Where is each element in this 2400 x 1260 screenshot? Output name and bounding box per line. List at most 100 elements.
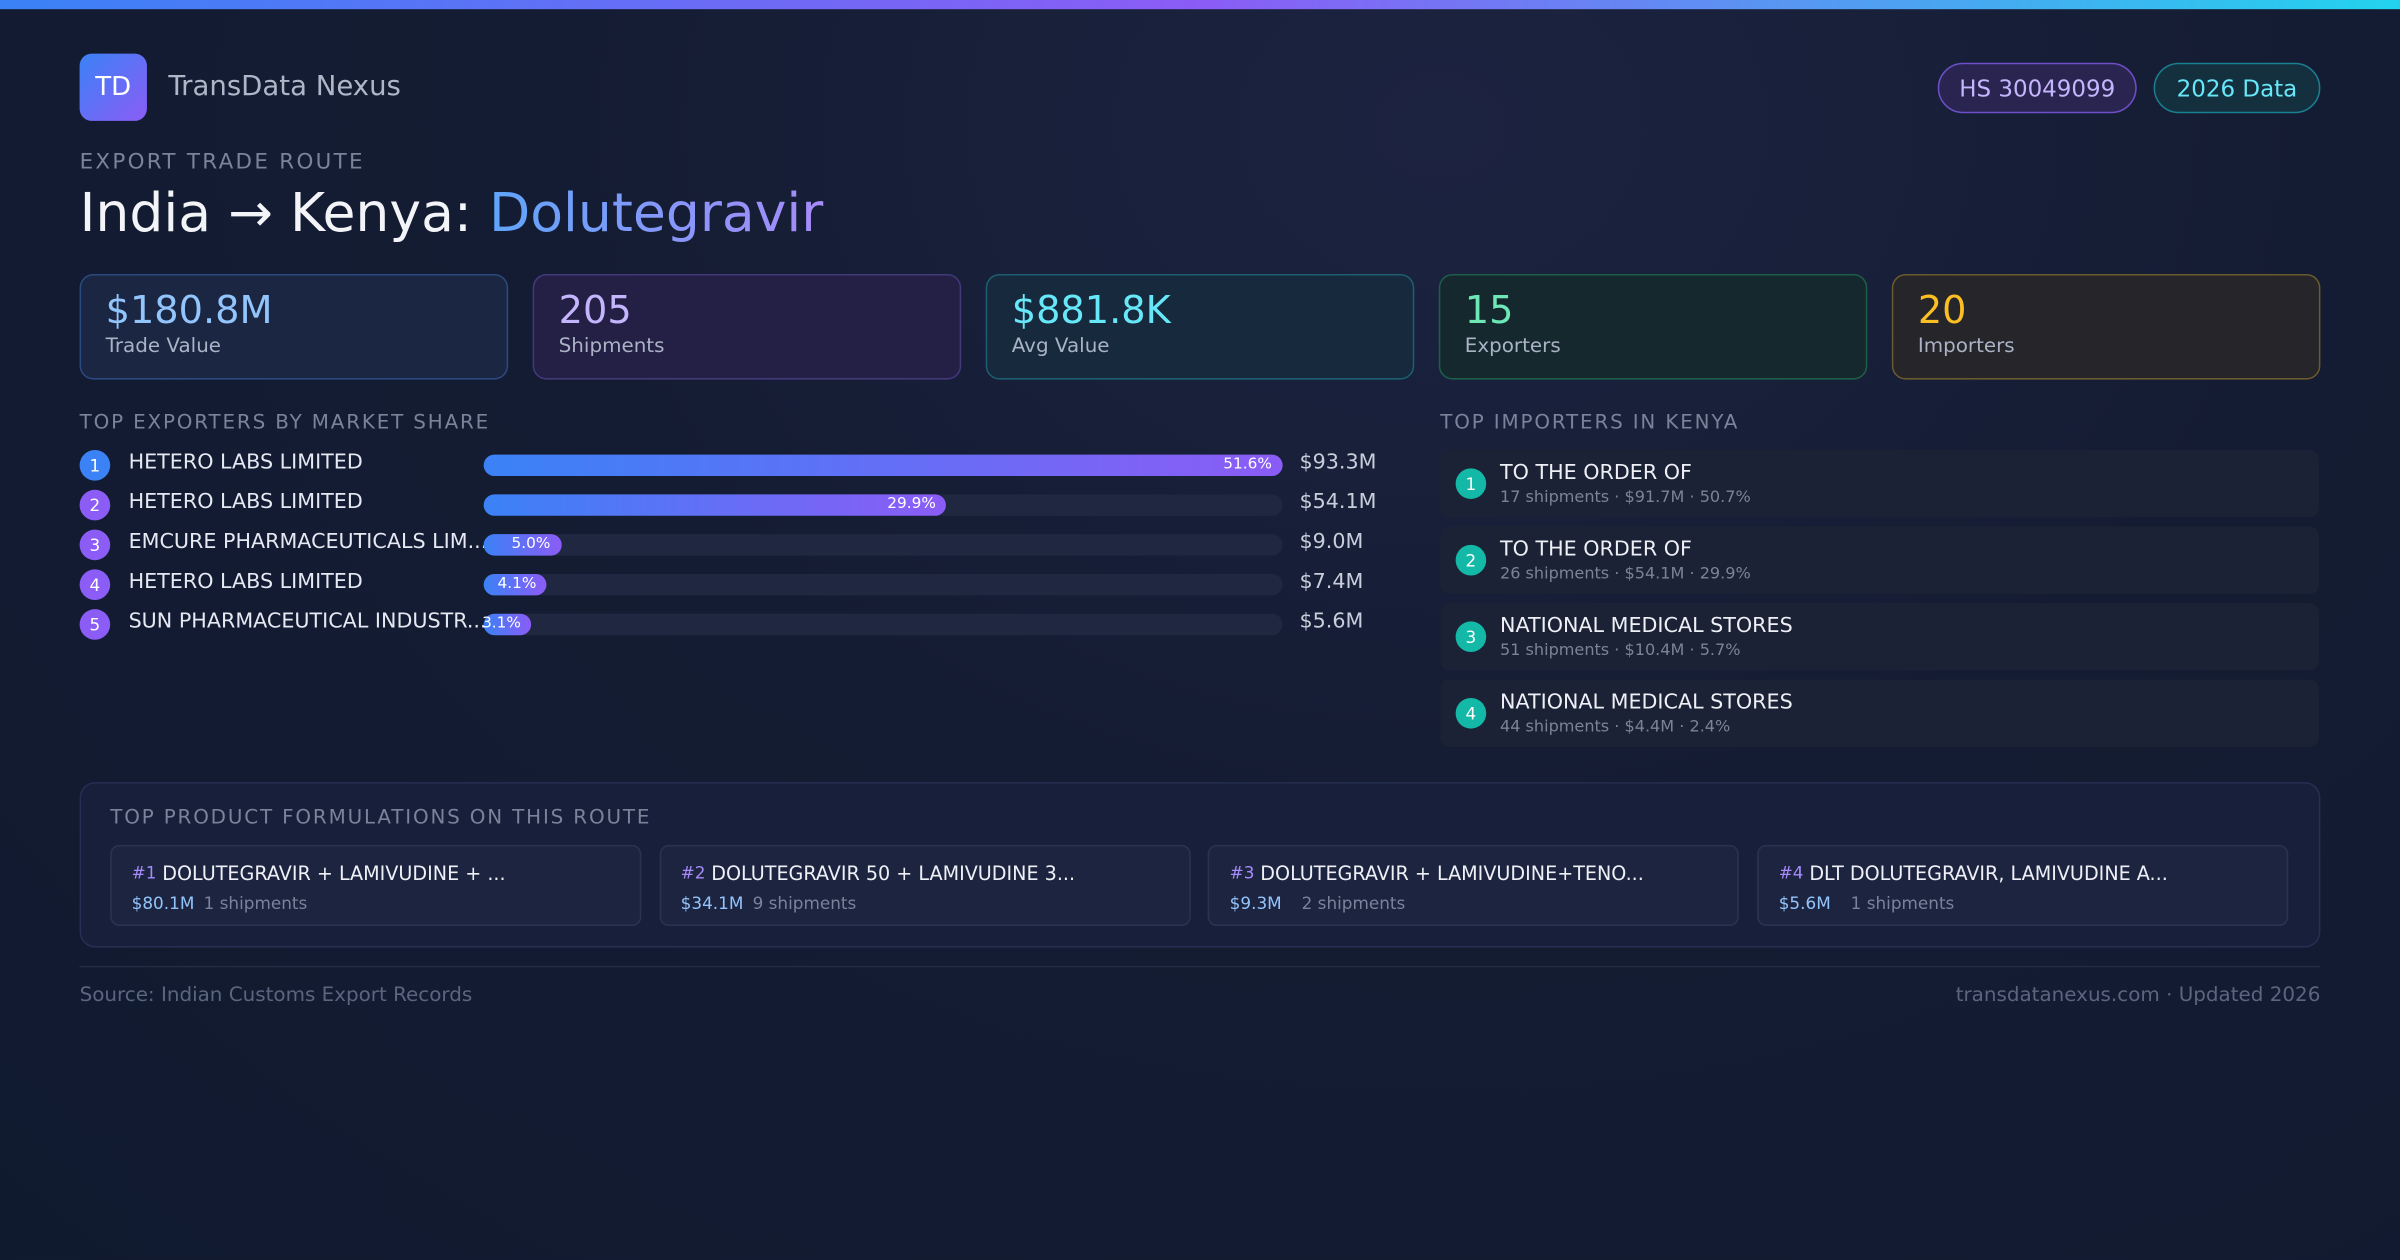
stat-value: $881.8K <box>1011 287 1171 333</box>
formulation-value: $9.3M <box>1229 893 1282 914</box>
exporter-value: $54.1M <box>1299 489 1377 515</box>
stat-card: 15 Exporters <box>1438 273 1868 380</box>
exporter-name: SUN PHARMACEUTICAL INDUSTR... <box>128 609 487 634</box>
importer-row[interactable]: 2 TO THE ORDER OF 26 shipments · $54.1M · … <box>1440 526 2319 594</box>
bar-track: 51.6% <box>483 454 1283 477</box>
exporter-value: $5.6M <box>1299 609 1364 634</box>
share-label: 3.1% <box>482 615 521 633</box>
top-accent <box>0 0 2400 10</box>
stat-value: $180.8M <box>105 287 273 333</box>
importer-detail: 17 shipments · $91.7M · 50.7% <box>1499 488 1751 507</box>
stat-value: 15 <box>1464 287 1514 333</box>
formulation-shipments: 1 shipments <box>203 893 308 914</box>
exporter-name: HETERO LABS LIMITED <box>128 569 363 594</box>
importer-detail: 44 shipments · $4.4M · 2.4% <box>1499 717 1731 737</box>
exporter-name: EMCURE PHARMACEUTICALS LIM... <box>128 529 488 555</box>
exporter-name: HETERO LABS LIMITED <box>128 449 363 475</box>
stat-card: $881.8K Avg Value <box>985 273 1415 380</box>
importer-row[interactable]: 3 NATIONAL MEDICAL STORES 51 shipments · $… <box>1440 603 2319 671</box>
share-bar: 51.6% <box>483 454 1283 477</box>
divider <box>79 965 2321 968</box>
formulation-name: DLT DOLUTEGRAVIR, LAMIVUDINE A... <box>1809 861 2168 885</box>
brand: TransData Nexus <box>168 70 401 103</box>
bar-track: 3.1% <box>482 613 1283 636</box>
section-title: TOP PRODUCT FORMULATIONS ON THIS ROUTE <box>110 806 652 830</box>
share-bar: 3.1% <box>482 613 532 636</box>
importer-detail: 51 shipments · $10.4M · 5.7% <box>1499 641 1741 660</box>
importer-row[interactable]: 4 NATIONAL MEDICAL STORES 44 shipments · $… <box>1440 679 2319 747</box>
rank: 5 <box>79 609 111 640</box>
stat-label: Importers <box>1917 335 2015 359</box>
exporter-row[interactable]: 3 EMCURE PHARMACEUTICALS LIM... 5.0% $9.0M <box>79 528 1373 562</box>
stat-label: Avg Value <box>1011 335 1110 359</box>
exporter-row[interactable]: 5 SUN PHARMACEUTICAL INDUSTR... 3.1% $5.6M <box>79 608 1373 642</box>
share-bar: 29.9% <box>483 494 947 516</box>
rank: 1 <box>1455 468 1487 499</box>
product: Dolutegravir <box>489 183 824 245</box>
formulation-shipments: 2 shipments <box>1301 893 1406 914</box>
badge[interactable]: HS 30049099 <box>1937 62 2137 114</box>
stat-label: Trade Value <box>105 335 222 359</box>
formulation-card[interactable]: #3 DOLUTEGRAVIR + LAMIVUDINE+TENO... $9.3M… <box>1208 844 1740 927</box>
formulation-card[interactable]: #4 DLT DOLUTEGRAVIR, LAMIVUDINE A... $5.6M… <box>1757 844 2289 927</box>
rank: 2 <box>1455 544 1487 576</box>
rank: #1 <box>131 863 157 884</box>
rank: #2 <box>680 863 706 884</box>
rank: 4 <box>79 569 111 600</box>
route: India → Kenya: <box>79 183 472 245</box>
kicker: EXPORT TRADE ROUTE <box>79 149 365 175</box>
formulation-card[interactable]: #2 DOLUTEGRAVIR 50 + LAMIVUDINE 3... $34.1… <box>659 844 1191 927</box>
formulation-name: DOLUTEGRAVIR + LAMIVUDINE + ... <box>162 861 506 885</box>
stat-card: 205 Shipments <box>532 273 962 380</box>
importer-row[interactable]: 1 TO THE ORDER OF 17 shipments · $91.7M · … <box>1440 449 2319 518</box>
section-title: TOP EXPORTERS BY MARKET SHARE <box>79 411 491 435</box>
share-label: 29.9% <box>887 495 936 513</box>
share-label: 51.6% <box>1223 456 1272 473</box>
share-bar: 5.0% <box>483 534 562 556</box>
rank: 3 <box>79 529 111 561</box>
share-label: 5.0% <box>511 535 551 553</box>
exporter-row[interactable]: 2 HETERO LABS LIMITED 29.9% $54.1M <box>79 488 1377 522</box>
importer-name: TO THE ORDER OF <box>1499 537 1692 562</box>
exporter-value: $7.4M <box>1299 569 1364 594</box>
exporter-value: $9.0M <box>1299 529 1364 555</box>
formulation-name: DOLUTEGRAVIR + LAMIVUDINE+TENO... <box>1260 861 1644 885</box>
share-bar: 4.1% <box>483 573 548 596</box>
rank: 4 <box>1455 697 1487 729</box>
bar-track: 4.1% <box>483 573 1283 596</box>
rank: 3 <box>1455 621 1487 653</box>
stat-value: 205 <box>558 287 632 333</box>
logo: TD <box>79 53 147 121</box>
stat-value: 20 <box>1917 287 1967 333</box>
formulation-shipments: 9 shipments <box>752 893 857 914</box>
formulation-value: $5.6M <box>1778 893 1831 914</box>
importer-name: TO THE ORDER OF <box>1499 460 1692 486</box>
rank: #4 <box>1778 863 1804 884</box>
formulation-shipments: 1 shipments <box>1850 893 1955 914</box>
exporter-name: HETERO LABS LIMITED <box>128 489 363 515</box>
bar-track: 5.0% <box>483 534 1283 556</box>
site: transdatanexus.com · Updated 2026 <box>1955 984 2321 1008</box>
importer-detail: 26 shipments · $54.1M · 29.9% <box>1499 564 1751 584</box>
route-title: India → Kenya: Dolutegravir <box>80 184 824 245</box>
rank: #3 <box>1229 863 1255 884</box>
exporter-row[interactable]: 1 HETERO LABS LIMITED 51.6% $93.3M <box>79 448 1377 482</box>
stat-label: Exporters <box>1464 335 1561 359</box>
exporter-value: $93.3M <box>1299 449 1377 475</box>
importer-name: NATIONAL MEDICAL STORES <box>1499 613 1793 639</box>
rank: 1 <box>79 449 111 481</box>
section-title: TOP IMPORTERS IN KENYA <box>1440 411 1740 435</box>
share-label: 4.1% <box>497 575 537 593</box>
bar-track: 29.9% <box>483 494 1283 516</box>
formulation-name: DOLUTEGRAVIR 50 + LAMIVUDINE 3... <box>711 861 1076 885</box>
formulation-value: $34.1M <box>680 893 744 914</box>
source: Source: Indian Customs Export Records <box>79 984 473 1008</box>
rank: 2 <box>79 489 111 521</box>
badge[interactable]: 2026 Data <box>2153 62 2321 114</box>
stat-label: Shipments <box>558 335 665 359</box>
formulation-value: $80.1M <box>131 893 195 914</box>
exporter-row[interactable]: 4 HETERO LABS LIMITED 4.1% $7.4M <box>79 568 1373 602</box>
formulation-card[interactable]: #1 DOLUTEGRAVIR + LAMIVUDINE + ... $80.1M 1… <box>110 844 642 927</box>
